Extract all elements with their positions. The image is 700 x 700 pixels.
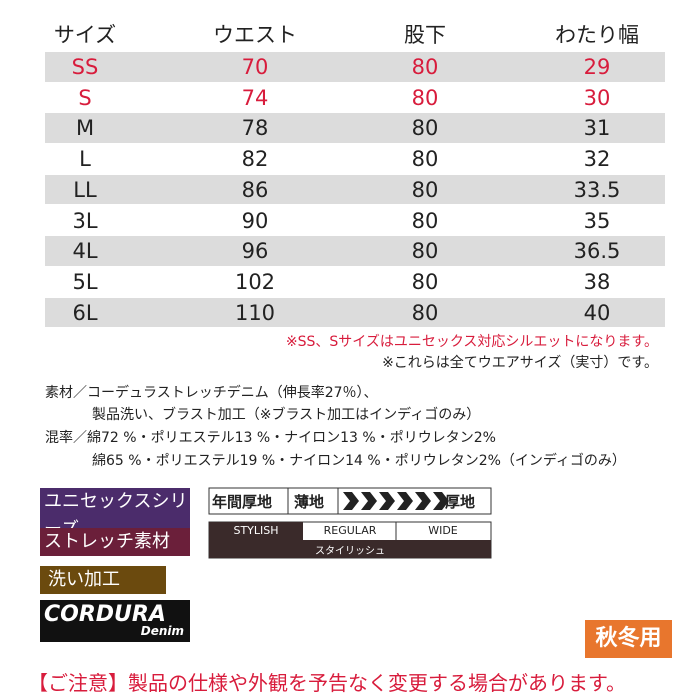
table-cell: 3L <box>72 208 98 233</box>
header-cell: 股下 <box>404 23 446 47</box>
fit-selected: スタイリッシュ <box>315 546 385 557</box>
table-cell: 80 <box>411 55 439 79</box>
material: 製品洗い、ブラスト加工（※ブラスト加工はインディゴのみ） <box>92 407 481 423</box>
row-bg <box>45 113 665 144</box>
table-cell: 80 <box>411 116 439 141</box>
table-cell: 70 <box>241 55 269 79</box>
table-cell: 32 <box>583 147 611 172</box>
row-bg <box>45 236 665 266</box>
note: ※SS、Sサイズはユニセックス対応シルエットになります。 <box>285 334 658 350</box>
table-cell: 86 <box>241 177 269 202</box>
thickness-label: 年間厚地 <box>212 493 273 511</box>
header-cell: ウエスト <box>213 23 297 47</box>
header-cell: わたり幅 <box>555 23 639 47</box>
table-cell: 90 <box>241 208 269 233</box>
table-cell: 5L <box>72 269 98 294</box>
table-cell: 29 <box>583 55 611 79</box>
table-cell: 80 <box>411 269 439 294</box>
fit-option: REGULAR <box>323 524 377 537</box>
thickness-low: 薄地 <box>294 493 325 511</box>
badge: 洗い加工 <box>40 566 166 594</box>
table-cell: LL <box>73 177 97 202</box>
table-cell: 36.5 <box>573 239 621 264</box>
table-cell: 40 <box>583 300 611 325</box>
caution: 【ご注意】製品の仕様や外観を予告なく変更する場合があります。 <box>28 671 626 695</box>
table-cell: 4L <box>72 239 98 264</box>
table-cell: 30 <box>583 85 611 110</box>
table-cell: S <box>78 85 92 110</box>
table-cell: M <box>75 116 95 141</box>
table-cell: L <box>79 147 91 172</box>
thickness-high: 厚地 <box>445 493 476 511</box>
table-cell: 80 <box>411 177 439 202</box>
table-cell: 80 <box>411 147 439 172</box>
logo-brand: CORDURA <box>44 602 166 627</box>
table-cell: 96 <box>241 239 269 264</box>
header-cell: サイズ <box>53 23 117 47</box>
row-bg <box>45 174 665 205</box>
table-cell: 80 <box>411 239 439 264</box>
note: ※これらは全てウエアサイズ（実寸）です。 <box>382 355 658 371</box>
season-badge: 秋冬用 <box>585 620 672 658</box>
scales <box>208 487 492 559</box>
table-cell: 31 <box>583 116 611 141</box>
material: 素材／コーデュラストレッチデニム（伸長率27％）、 <box>45 385 378 401</box>
table-cell: 74 <box>241 85 269 110</box>
logo-sub: Denim <box>140 624 184 638</box>
table-cell: 110 <box>234 300 276 325</box>
table-cell: 80 <box>411 300 439 325</box>
table-cell: 38 <box>583 269 611 294</box>
row-bg <box>45 52 665 82</box>
table-cell: SS <box>71 55 99 79</box>
fit-option: WIDE <box>428 524 458 537</box>
table-cell: 6L <box>72 300 98 325</box>
table-cell: 80 <box>411 208 439 233</box>
table-cell: 78 <box>241 116 269 141</box>
badge: ストレッチ素材 <box>40 528 190 556</box>
table-cell: 82 <box>241 147 269 172</box>
table-cell: 33.5 <box>573 177 621 202</box>
material: 綿65 %・ポリエステル19 %・ナイロン14 %・ポリウレタン2%（インディゴ… <box>92 453 626 469</box>
logo: CORDURA Denim <box>40 600 190 642</box>
fit-option: STYLISH <box>233 524 279 537</box>
table-cell: 35 <box>583 208 611 233</box>
row-bg <box>45 297 665 328</box>
material: 混率／綿72 %・ポリエステル13 %・ナイロン13 %・ポリウレタン2% <box>45 430 496 446</box>
table-cell: 80 <box>411 85 439 110</box>
table-cell: 102 <box>234 269 276 294</box>
